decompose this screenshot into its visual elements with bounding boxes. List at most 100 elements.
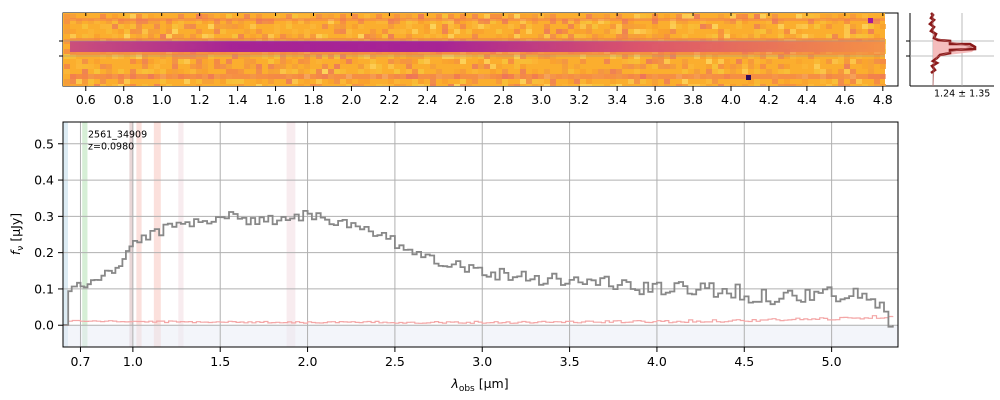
noise-cell [700,54,706,59]
noise-cell [304,14,310,19]
noise-cell [724,84,730,86]
noise-cell [688,64,694,69]
noise-cell [682,14,688,19]
noise-cell [412,29,418,34]
noise-cell [256,19,262,24]
noise-cell [454,74,460,79]
noise-cell [640,29,646,34]
noise-cell [586,84,592,86]
noise-cell [70,14,76,19]
noise-cell [850,79,856,84]
noise-cell [508,14,514,19]
noise-cell [226,24,232,29]
noise-cell [592,69,598,74]
noise-cell [448,24,454,29]
noise-cell [430,74,436,79]
noise-cell [460,14,466,19]
noise-cell [736,19,742,24]
noise-cell [772,74,778,79]
noise-cell [550,14,556,19]
noise-cell [154,64,160,69]
noise-cell [676,84,682,86]
noise-cell [784,29,790,34]
noise-cell [64,49,70,54]
top-x-tick-label: 0.6 [76,92,96,107]
noise-cell [178,69,184,74]
noise-cell [256,14,262,19]
noise-cell [760,14,766,19]
noise-cell [286,14,292,19]
noise-cell [706,84,712,86]
noise-cell [802,14,808,19]
noise-cell [442,14,448,19]
noise-cell [514,64,520,69]
noise-cell [322,24,328,29]
top-x-tick-label: 2.6 [455,92,475,107]
noise-cell [604,14,610,19]
noise-cell [652,19,658,24]
noise-cell [262,19,268,24]
noise-cell [484,54,490,59]
noise-cell [670,24,676,29]
noise-cell [358,79,364,84]
noise-cell [364,34,370,39]
noise-cell [82,34,88,39]
noise-cell [328,54,334,59]
noise-cell [742,19,748,24]
noise-cell [586,19,592,24]
noise-cell [514,54,520,59]
noise-cell [622,54,628,59]
noise-cell [562,74,568,79]
noise-cell [868,24,874,29]
noise-cell [478,64,484,69]
noise-cell [394,79,400,84]
noise-cell [628,24,634,29]
noise-cell [820,69,826,74]
noise-cell [304,79,310,84]
noise-cell [310,34,316,39]
noise-cell [214,64,220,69]
noise-cell [268,64,274,69]
noise-cell [88,34,94,39]
main-grid [63,122,898,347]
noise-cell [664,64,670,69]
noise-cell [358,19,364,24]
noise-cell [652,74,658,79]
noise-cell [130,29,136,34]
top-x-tick-label: 3.8 [683,92,703,107]
noise-cell [664,54,670,59]
noise-cell [334,69,340,74]
noise-cell [844,29,850,34]
noise-cell [844,84,850,86]
noise-cell [274,29,280,34]
noise-cell [376,69,382,74]
noise-cell [388,24,394,29]
noise-cell [862,34,868,39]
y-tick-label: 0.0 [34,318,54,333]
x-tick-label: 3.5 [560,354,580,369]
noise-cell [130,84,136,86]
noise-cell [220,24,226,29]
noise-cell [142,84,148,86]
noise-cell [682,64,688,69]
noise-cell [652,14,658,19]
noise-cell [448,34,454,39]
noise-cell [430,84,436,86]
noise-cell [586,29,592,34]
noise-cell [418,69,424,74]
x-tick-label: 0.7 [71,354,91,369]
noise-cell [634,14,640,19]
top-x-tick-label: 1.2 [190,92,210,107]
noise-cell [838,59,844,64]
noise-cell [130,74,136,79]
noise-cell [568,69,574,74]
noise-cell [808,84,814,86]
noise-cell [622,24,628,29]
noise-cell [370,59,376,64]
noise-cell [514,29,520,34]
noise-cell [406,64,412,69]
noise-cell [700,84,706,86]
noise-cell [178,24,184,29]
noise-cell [730,19,736,24]
noise-cell [466,79,472,84]
